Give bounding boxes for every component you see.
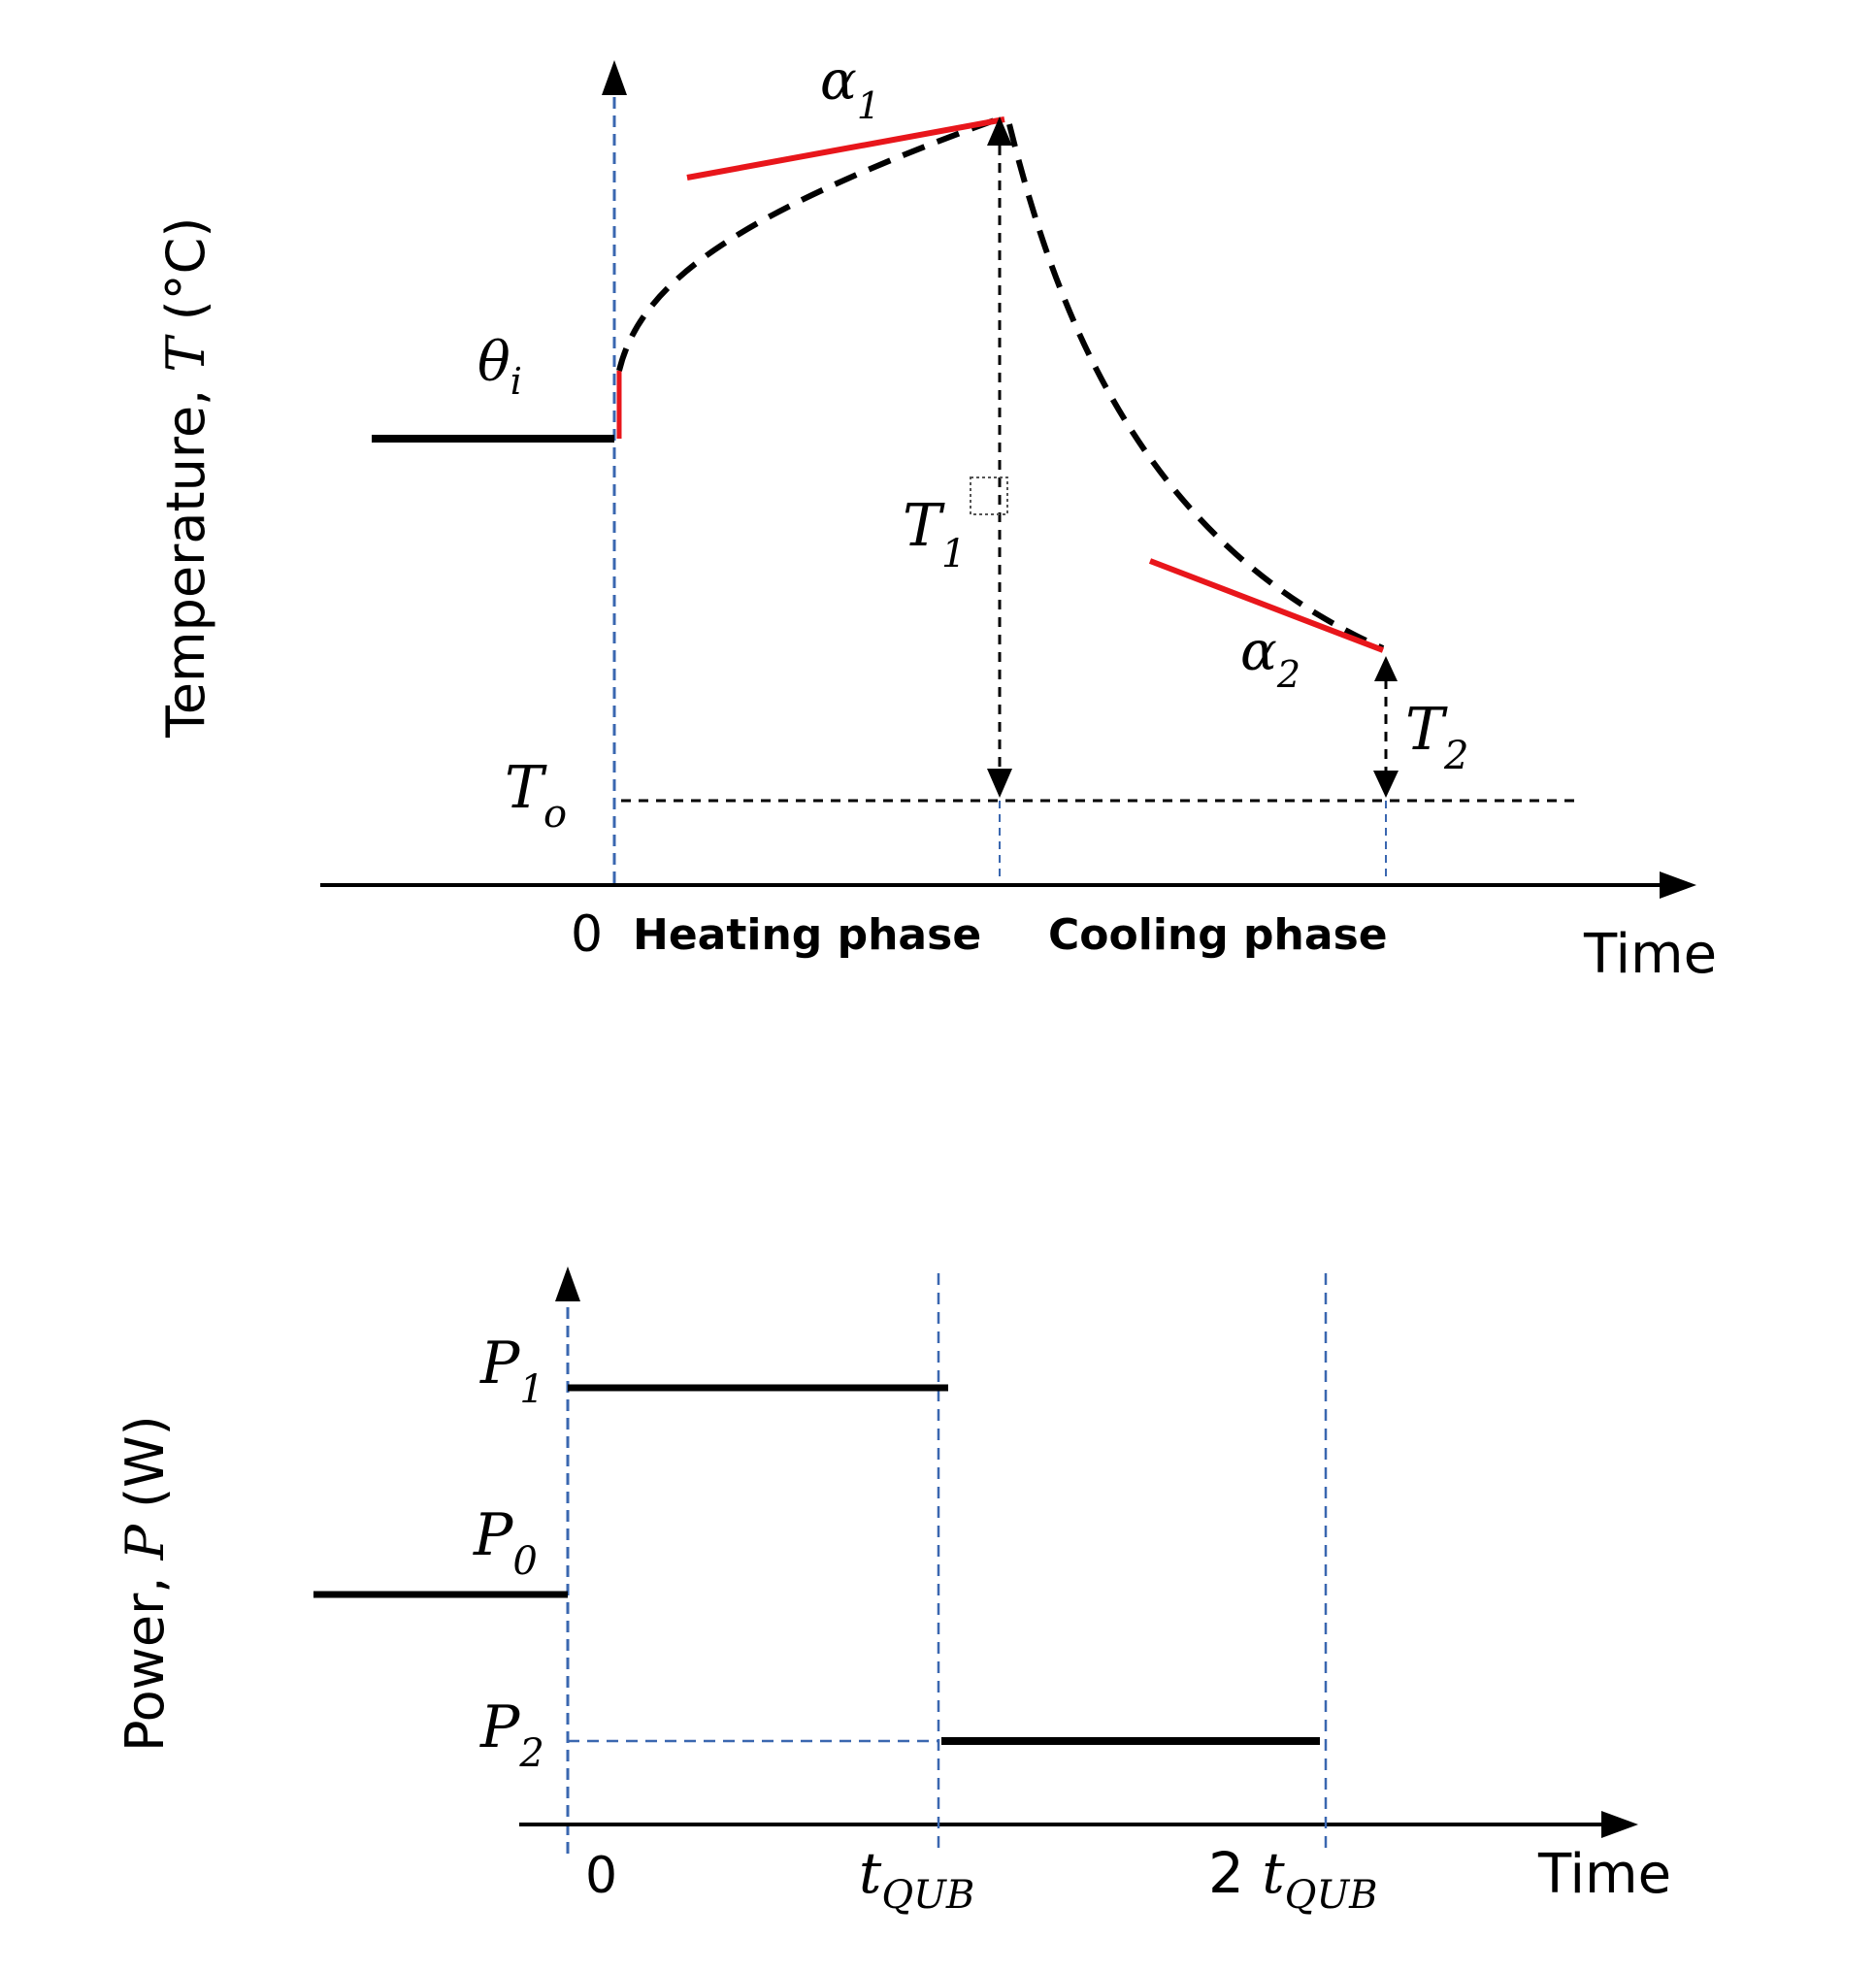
theta-i-label: θi xyxy=(477,331,522,403)
two-tqub-label: 2 tQUB xyxy=(1208,1840,1378,1918)
power-x-axis-arrowhead xyxy=(1601,1811,1638,1838)
alpha2-label: α2 xyxy=(1240,620,1300,696)
t1-arrow-bottom xyxy=(987,769,1012,798)
t1-dotted-box xyxy=(970,477,1008,515)
cooling-phase-label: Cooling phase xyxy=(1048,910,1388,960)
t1-label: T1 xyxy=(903,492,966,576)
power-origin-label: 0 xyxy=(585,1847,617,1905)
temp-y-axis-label: Temperature, T (°C) xyxy=(155,217,216,739)
temp-x-axis-label: Time xyxy=(1583,923,1717,986)
p2-label: P2 xyxy=(479,1693,544,1776)
alpha1-label: α1 xyxy=(820,49,880,127)
tqub-label: tQUB xyxy=(859,1840,974,1918)
heating-phase-label: Heating phase xyxy=(633,910,981,960)
t2-arrow-bottom xyxy=(1373,771,1399,798)
power-x-axis-label: Time xyxy=(1537,1843,1671,1906)
t1-arrow-top xyxy=(987,116,1012,146)
alpha2-tangent xyxy=(1148,558,1385,653)
p0-label: P0 xyxy=(473,1501,538,1584)
t2-label: T2 xyxy=(1405,696,1468,778)
heating-curve xyxy=(616,115,1002,372)
alpha1-tangent xyxy=(686,116,1005,181)
cooling-curve xyxy=(1006,123,1385,651)
temperature-chart: Temperature, T (°C) θi α1 T1 α2 T2 To 0 … xyxy=(155,49,1717,986)
t2-arrow-top xyxy=(1374,656,1398,681)
power-y-axis-arrowhead xyxy=(555,1266,580,1301)
temp-x-axis-arrowhead xyxy=(1660,871,1696,899)
temp-y-axis-arrowhead xyxy=(602,60,627,95)
p1-label: P1 xyxy=(479,1330,544,1412)
power-chart: Power, P (W) P1 P0 P2 0 tQUB 2 tQUB Time xyxy=(115,1266,1671,1918)
temp-origin-label: 0 xyxy=(571,905,603,964)
to-label: To xyxy=(505,754,567,837)
power-y-axis-label: Power, P (W) xyxy=(115,1415,176,1752)
